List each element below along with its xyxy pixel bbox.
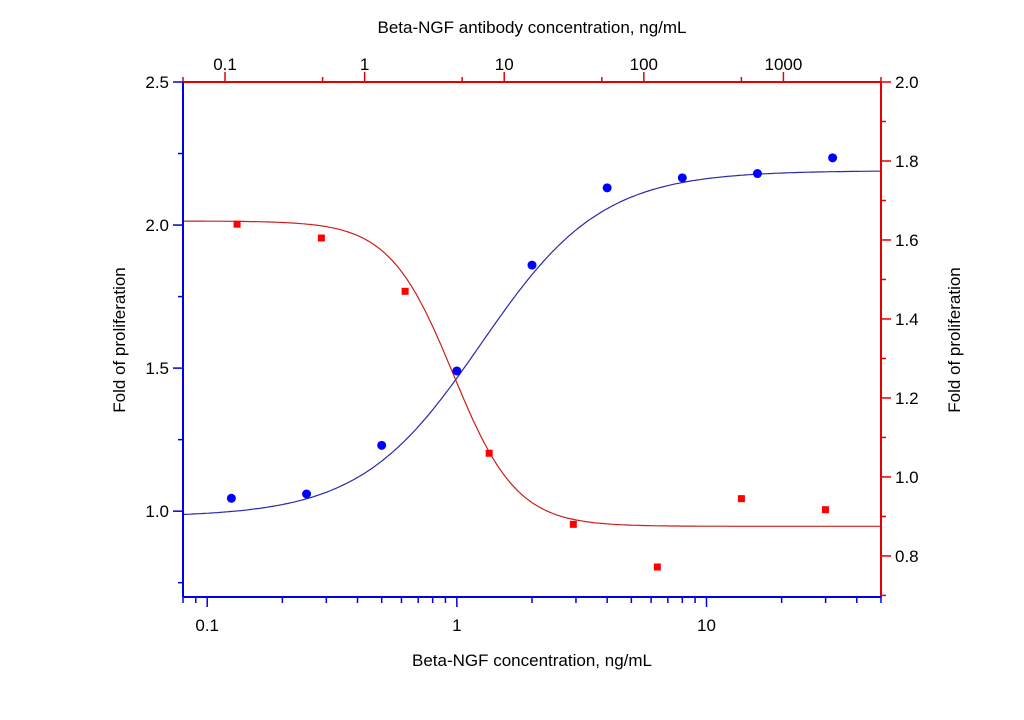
top-x-tick-label: 0.1 <box>213 55 237 74</box>
antibody-data-point <box>569 520 577 528</box>
left-y-tick-label: 2.0 <box>145 216 169 235</box>
top-x-tick-label: 1000 <box>765 55 803 74</box>
left-y-tick-label: 1.5 <box>145 359 169 378</box>
ngf-data-point <box>602 183 612 193</box>
antibody-data-point <box>317 234 325 242</box>
ngf-data-point <box>377 440 387 450</box>
antibody-data-point <box>821 506 829 514</box>
right-y-tick-label: 0.8 <box>895 547 919 566</box>
top-x-tick-label: 10 <box>495 55 514 74</box>
right-y-tick-label: 1.0 <box>895 468 919 487</box>
right-y-axis-title: Fold of proliferation <box>945 267 964 413</box>
right-y-tick-label: 1.2 <box>895 389 919 408</box>
ngf-data-point <box>828 153 838 163</box>
left-y-axis-title: Fold of proliferation <box>110 267 129 413</box>
data-points <box>226 153 838 571</box>
ngf-data-point <box>452 366 462 376</box>
antibody-data-point <box>401 287 409 295</box>
bottom-x-tick-label: 10 <box>697 616 716 635</box>
top-x-tick-label: 100 <box>630 55 658 74</box>
ngf-fit-curve <box>183 170 882 515</box>
bottom-x-tick-label: 1 <box>452 616 461 635</box>
bottom-x-axis-title: Beta-NGF concentration, ng/mL <box>412 651 652 670</box>
ngf-data-point <box>226 493 236 503</box>
ngf-data-point <box>302 489 312 499</box>
left-y-tick-label: 1.0 <box>145 502 169 521</box>
ngf-data-point <box>677 173 687 183</box>
top-x-axis-title: Beta-NGF antibody concentration, ng/mL <box>378 18 687 37</box>
bottom-x-tick-label: 0.1 <box>195 616 219 635</box>
top-x-tick-label: 1 <box>360 55 369 74</box>
right-y-tick-label: 1.4 <box>895 310 919 329</box>
right-y-tick-label: 2.0 <box>895 73 919 92</box>
right-y-tick-label: 1.6 <box>895 231 919 250</box>
antibody-data-point <box>653 563 661 571</box>
right-y-tick-label: 1.8 <box>895 152 919 171</box>
antibody-data-point <box>485 449 493 457</box>
antibody-fit-curve <box>183 220 881 527</box>
left-y-tick-label: 2.5 <box>145 73 169 92</box>
ngf-data-point <box>752 169 762 179</box>
antibody-data-point <box>737 495 745 503</box>
ngf-data-point <box>527 260 537 270</box>
fit-curves <box>183 170 882 527</box>
axes: 0.1 1 10 1.0 1.5 2.0 2.5 0.1 1 10 100 1000 0.8 1.0 1.2… <box>145 55 918 635</box>
antibody-data-point <box>233 220 241 228</box>
